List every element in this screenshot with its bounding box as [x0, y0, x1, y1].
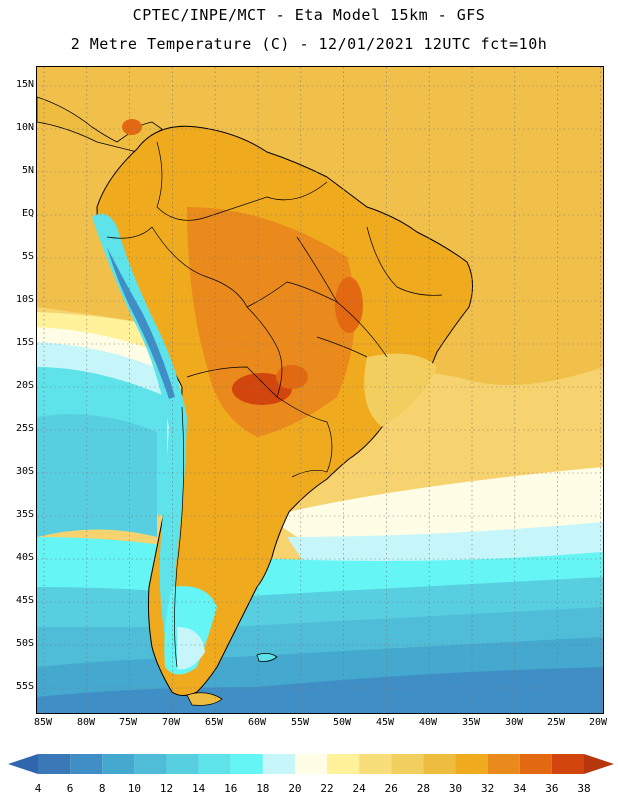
colorbar-swatch — [391, 754, 424, 774]
lon-label-75w: 75W — [118, 717, 138, 728]
lat-label-20s: 20S — [15, 380, 34, 391]
colorbar-swatch — [134, 754, 167, 774]
colorbar-swatches — [38, 754, 584, 774]
border-peru-brazil — [151, 226, 248, 308]
country-borders — [106, 141, 443, 668]
lat-label-35s: 35S — [15, 509, 34, 520]
colorbar-tick-label: 32 — [481, 782, 495, 795]
lat-label-55s: 55S — [15, 681, 34, 692]
lat-label-15s: 15S — [15, 337, 34, 348]
falkland-islands — [256, 653, 278, 662]
colorbar-swatch — [551, 754, 584, 774]
colorbar-tick-label: 18 — [256, 782, 270, 795]
colorbar-tick-label: 22 — [320, 782, 334, 795]
colorbar-swatch — [198, 754, 231, 774]
central-america-land — [37, 96, 163, 153]
patagonia-coolest — [177, 627, 205, 670]
ocean-frigid-band — [37, 414, 157, 537]
colorbar-swatch — [359, 754, 392, 774]
colorbar-tick-label: 12 — [159, 782, 174, 795]
lat-label-10s: 10S — [15, 294, 34, 305]
border-brazil-states-5 — [316, 336, 368, 358]
colorbar-swatch — [423, 754, 456, 774]
colorbar-tick-label: 26 — [384, 782, 398, 795]
lat-label-50s: 50S — [15, 638, 34, 649]
border-ecuador — [106, 226, 153, 239]
atlantic-deep-band — [37, 667, 603, 713]
temperature-map-svg — [37, 67, 603, 713]
lon-label-55w: 55W — [290, 717, 310, 728]
border-brazil-states-2 — [336, 301, 388, 358]
land-hot-tocantins — [335, 277, 363, 333]
colorbar-tick-label: 14 — [191, 782, 206, 795]
lon-label-50w: 50W — [332, 717, 352, 728]
land-hot-venezuela — [122, 119, 142, 135]
colorbar-swatch — [519, 754, 552, 774]
border-bolivia-south — [186, 366, 278, 398]
colorbar-swatch — [455, 754, 488, 774]
border-venezuela-guyanas — [206, 181, 328, 218]
colorbar-tick-label: 34 — [513, 782, 527, 795]
border-paraguay-brazil — [276, 396, 333, 473]
lon-label-65w: 65W — [204, 717, 224, 728]
temperature-map — [36, 66, 604, 714]
map-title-line-1: CPTEC/INPE/MCT - Eta Model 15km - GFS — [132, 6, 486, 24]
colorbar-left-arrow — [8, 754, 38, 774]
colorbar-swatch — [230, 754, 263, 774]
colorbar-tick-label: 28 — [416, 782, 431, 795]
lat-label-15n: 15N — [15, 79, 34, 90]
lon-label-45w: 45W — [375, 717, 395, 728]
border-colombia-venezuela — [156, 141, 208, 221]
land-hottest-pantanal — [276, 365, 308, 389]
lon-label-40w: 40W — [418, 717, 438, 728]
colorbar-swatch — [487, 754, 520, 774]
colorbar-swatch — [38, 754, 71, 774]
lat-label-10n: 10N — [15, 122, 34, 133]
colorbar-tick-label: 38 — [577, 782, 591, 795]
colorbar-tick-label: 6 — [66, 782, 74, 795]
andes-coldest-ridge — [107, 247, 175, 399]
andes-cold-strip — [92, 213, 187, 637]
colorbar-swatch — [70, 754, 103, 774]
colorbar-tick-label: 4 — [34, 782, 42, 795]
temperature-colorbar — [8, 754, 614, 774]
colorbar-tick-label: 36 — [545, 782, 559, 795]
lon-label-60w: 60W — [247, 717, 267, 728]
lon-label-35w: 35W — [461, 717, 481, 728]
lon-label-30w: 30W — [504, 717, 524, 728]
colorbar-swatch — [102, 754, 135, 774]
atlantic-mild-band — [267, 467, 603, 537]
lat-label-30s: 30S — [15, 466, 34, 477]
colorbar-swatch — [294, 754, 328, 774]
lat-label-5s: 5S — [21, 251, 34, 262]
tierra-del-fuego — [186, 692, 223, 706]
colorbar-tick-label: 10 — [127, 782, 141, 795]
lat-label-45s: 45S — [15, 595, 34, 606]
colorbar-swatch — [327, 754, 360, 774]
border-bolivia-brazil — [246, 306, 283, 398]
lat-label-eq: EQ — [21, 208, 34, 219]
lon-label-80w: 80W — [76, 717, 96, 728]
lon-label-85w: 85W — [33, 717, 53, 728]
lon-label-20w: 20W — [588, 717, 608, 728]
colorbar-tick-label: 20 — [288, 782, 302, 795]
colorbar-tick-label: 30 — [448, 782, 463, 795]
border-brazil-states-4 — [366, 226, 443, 296]
border-chile-argentina — [174, 406, 185, 668]
colorbar-swatch — [166, 754, 199, 774]
lat-label-5n: 5N — [21, 165, 34, 176]
colorbar-tick-label: 24 — [352, 782, 366, 795]
map-title-line-2: 2 Metre Temperature (C) - 12/01/2021 12U… — [70, 35, 548, 53]
colorbar-tick-label: 8 — [98, 782, 106, 795]
colorbar-swatch — [262, 754, 295, 774]
lat-label-40s: 40S — [15, 552, 34, 563]
land-hot-interior — [187, 207, 355, 437]
lat-label-25s: 25S — [15, 423, 34, 434]
lon-label-25w: 25W — [546, 717, 566, 728]
lon-label-70w: 70W — [161, 717, 181, 728]
border-uruguay — [291, 470, 328, 478]
land-mild-southeast — [364, 353, 437, 427]
colorbar-tick-label: 16 — [224, 782, 238, 795]
colorbar-right-arrow — [584, 754, 614, 774]
